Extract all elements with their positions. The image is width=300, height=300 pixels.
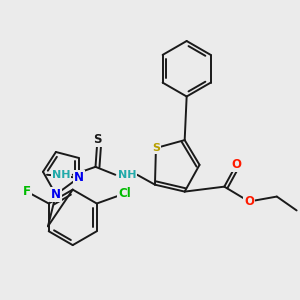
Text: NH: NH bbox=[118, 170, 136, 180]
Text: N: N bbox=[74, 171, 84, 184]
Text: O: O bbox=[244, 195, 254, 208]
Text: S: S bbox=[152, 143, 160, 153]
Text: F: F bbox=[23, 185, 31, 198]
Text: NH: NH bbox=[52, 170, 70, 180]
Text: O: O bbox=[231, 158, 241, 171]
Text: S: S bbox=[93, 133, 102, 146]
Text: Cl: Cl bbox=[118, 187, 131, 200]
Text: N: N bbox=[51, 188, 61, 201]
